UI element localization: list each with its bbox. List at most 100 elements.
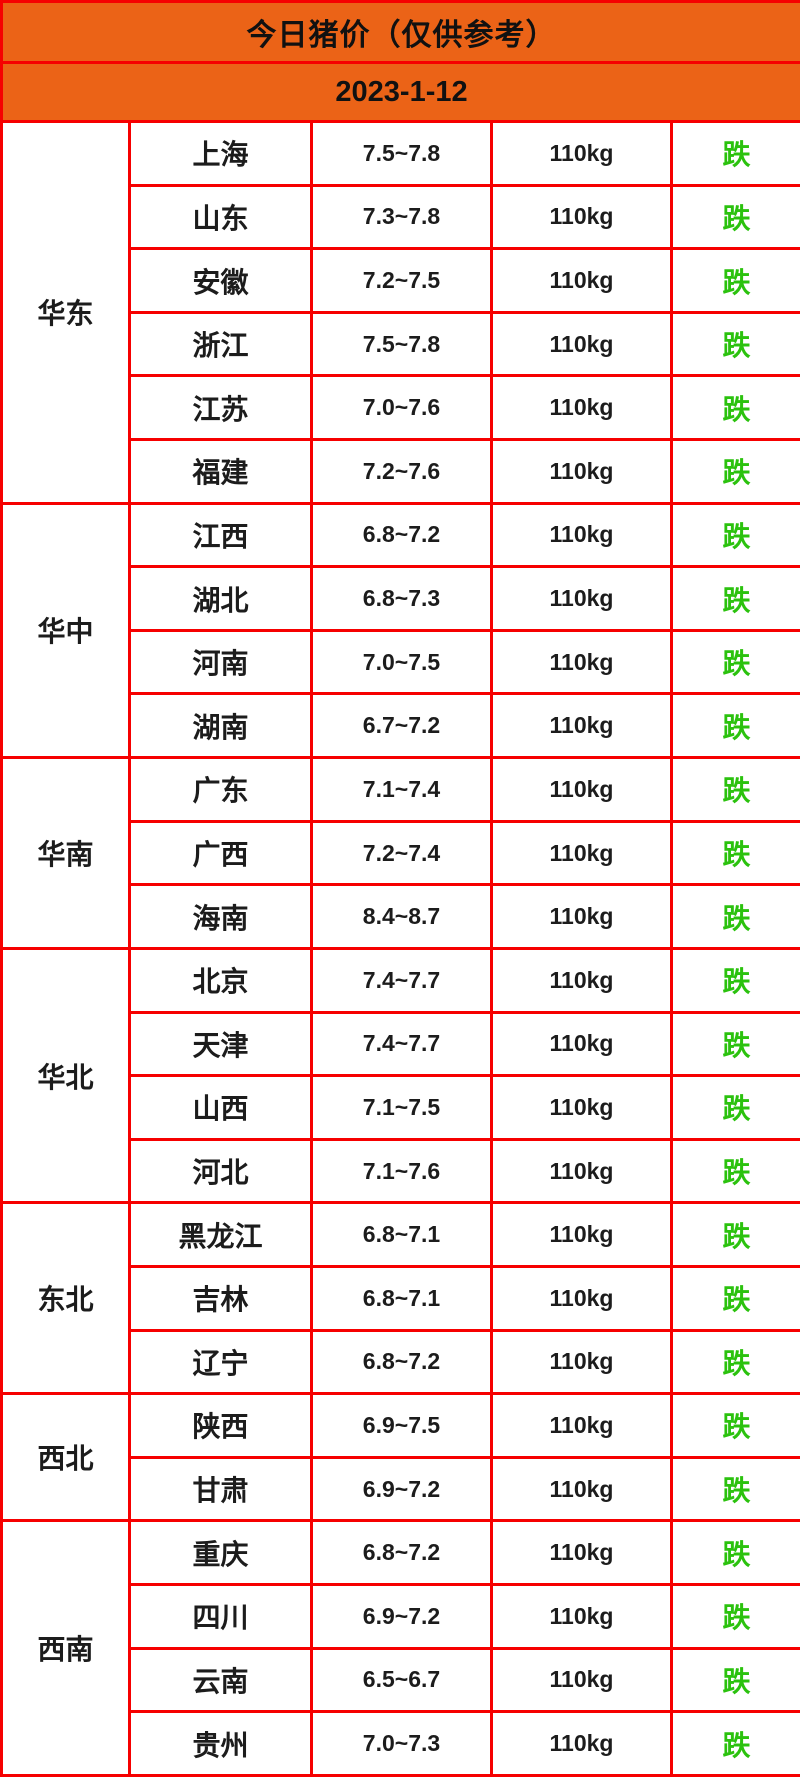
table-row: 华东 上海 7.5~7.8 110kg 跌: [0, 120, 800, 505]
table-row: 云南 6.5~6.7 110kg 跌: [2, 1646, 800, 1714]
price-cell: 6.9~7.5: [310, 1392, 493, 1459]
province-cell: 湖北: [128, 565, 313, 632]
price-cell: 7.4~7.7: [310, 946, 493, 1014]
table-row: 广西 7.2~7.4 110kg 跌: [2, 819, 800, 887]
status-cell: 跌: [669, 946, 800, 1014]
price-cell: 6.5~6.7: [310, 1646, 493, 1714]
weight-cell: 110kg: [490, 1074, 673, 1141]
price-cell: 7.5~7.8: [310, 310, 493, 378]
price-cell: 6.7~7.2: [310, 692, 493, 760]
page-title: 今日猪价（仅供参考）: [0, 0, 800, 64]
province-cell: 河南: [128, 628, 313, 696]
weight-cell: 110kg: [490, 1519, 673, 1587]
status-cell: 跌: [669, 1264, 800, 1332]
table-row: 海南 8.4~8.7 110kg 跌: [2, 883, 800, 950]
status-cell: 跌: [669, 1646, 800, 1714]
table-row: 辽宁 6.8~7.2 110kg 跌: [2, 1328, 800, 1396]
weight-cell: 110kg: [490, 756, 673, 823]
status-cell: 跌: [669, 628, 800, 696]
weight-cell: 110kg: [490, 1455, 673, 1523]
status-cell: 跌: [669, 1010, 800, 1078]
price-cell: 7.0~7.5: [310, 628, 493, 696]
table-row: 福建 7.2~7.6 110kg 跌: [2, 438, 800, 505]
table-row: 河南 7.0~7.5 110kg 跌: [2, 628, 800, 696]
province-cell: 北京: [128, 946, 313, 1014]
table-row: 湖南 6.7~7.2 110kg 跌: [2, 692, 800, 760]
status-cell: 跌: [669, 1328, 800, 1396]
table-row: 吉林 6.8~7.1 110kg 跌: [2, 1264, 800, 1332]
price-cell: 6.8~7.2: [310, 1519, 493, 1587]
price-cell: 7.1~7.5: [310, 1074, 493, 1141]
price-cell: 7.1~7.6: [310, 1137, 493, 1205]
table-row: 东北 黑龙江 6.8~7.1 110kg 跌: [0, 1201, 800, 1396]
table-row: 华北 北京 7.4~7.7 110kg 跌: [0, 946, 800, 1205]
weight-cell: 110kg: [490, 120, 673, 187]
weight-cell: 110kg: [490, 374, 673, 442]
status-cell: 跌: [669, 438, 800, 505]
province-cell: 云南: [128, 1646, 313, 1714]
weight-cell: 110kg: [490, 438, 673, 505]
province-cell: 福建: [128, 438, 313, 505]
weight-cell: 110kg: [490, 183, 673, 251]
region-cell: 西南: [0, 1519, 131, 1777]
price-cell: 7.4~7.7: [310, 1010, 493, 1078]
table-row: 甘肃 6.9~7.2 110kg 跌: [2, 1455, 800, 1523]
weight-cell: 110kg: [490, 1201, 673, 1268]
table-row: 贵州 7.0~7.3 110kg 跌: [2, 1710, 800, 1777]
status-cell: 跌: [669, 183, 800, 251]
province-cell: 浙江: [128, 310, 313, 378]
province-cell: 湖南: [128, 692, 313, 760]
date-label: 2023-1-12: [0, 61, 800, 123]
province-cell: 贵州: [128, 1710, 313, 1777]
region-cell: 华中: [0, 501, 131, 760]
table-row: 江苏 7.0~7.6 110kg 跌: [2, 374, 800, 442]
table-row: 天津 7.4~7.7 110kg 跌: [2, 1010, 800, 1078]
weight-cell: 110kg: [490, 1137, 673, 1205]
price-cell: 6.8~7.2: [310, 1328, 493, 1396]
status-cell: 跌: [669, 1455, 800, 1523]
status-cell: 跌: [669, 1583, 800, 1650]
price-cell: 7.3~7.8: [310, 183, 493, 251]
weight-cell: 110kg: [490, 1328, 673, 1396]
region-cell: 西北: [0, 1392, 131, 1523]
price-cell: 7.0~7.3: [310, 1710, 493, 1777]
province-cell: 辽宁: [128, 1328, 313, 1396]
province-cell: 江西: [128, 501, 313, 569]
price-cell: 7.1~7.4: [310, 756, 493, 823]
table-row: 河北 7.1~7.6 110kg 跌: [2, 1137, 800, 1205]
price-cell: 6.8~7.1: [310, 1264, 493, 1332]
status-cell: 跌: [669, 374, 800, 442]
weight-cell: 110kg: [490, 565, 673, 632]
status-cell: 跌: [669, 1201, 800, 1268]
region-cell: 华南: [0, 756, 131, 950]
price-cell: 6.8~7.2: [310, 501, 493, 569]
region-cell: 华东: [0, 120, 131, 505]
province-cell: 四川: [128, 1583, 313, 1650]
province-cell: 陕西: [128, 1392, 313, 1459]
table-row: 华中 江西 6.8~7.2 110kg 跌: [0, 501, 800, 760]
weight-cell: 110kg: [490, 1010, 673, 1078]
table-row: 浙江 7.5~7.8 110kg 跌: [2, 310, 800, 378]
weight-cell: 110kg: [490, 946, 673, 1014]
status-cell: 跌: [669, 501, 800, 569]
status-cell: 跌: [669, 1519, 800, 1587]
weight-cell: 110kg: [490, 1710, 673, 1777]
weight-cell: 110kg: [490, 310, 673, 378]
weight-cell: 110kg: [490, 1264, 673, 1332]
status-cell: 跌: [669, 1392, 800, 1459]
status-cell: 跌: [669, 565, 800, 632]
price-cell: 6.8~7.3: [310, 565, 493, 632]
weight-cell: 110kg: [490, 1583, 673, 1650]
title-row: 今日猪价（仅供参考）: [0, 0, 800, 64]
region-cell: 东北: [0, 1201, 131, 1396]
province-cell: 重庆: [128, 1519, 313, 1587]
price-cell: 6.8~7.1: [310, 1201, 493, 1268]
date-row: 2023-1-12: [0, 61, 800, 123]
status-cell: 跌: [669, 1074, 800, 1141]
price-cell: 7.2~7.5: [310, 247, 493, 314]
weight-cell: 110kg: [490, 883, 673, 950]
table-row: 山西 7.1~7.5 110kg 跌: [2, 1074, 800, 1141]
